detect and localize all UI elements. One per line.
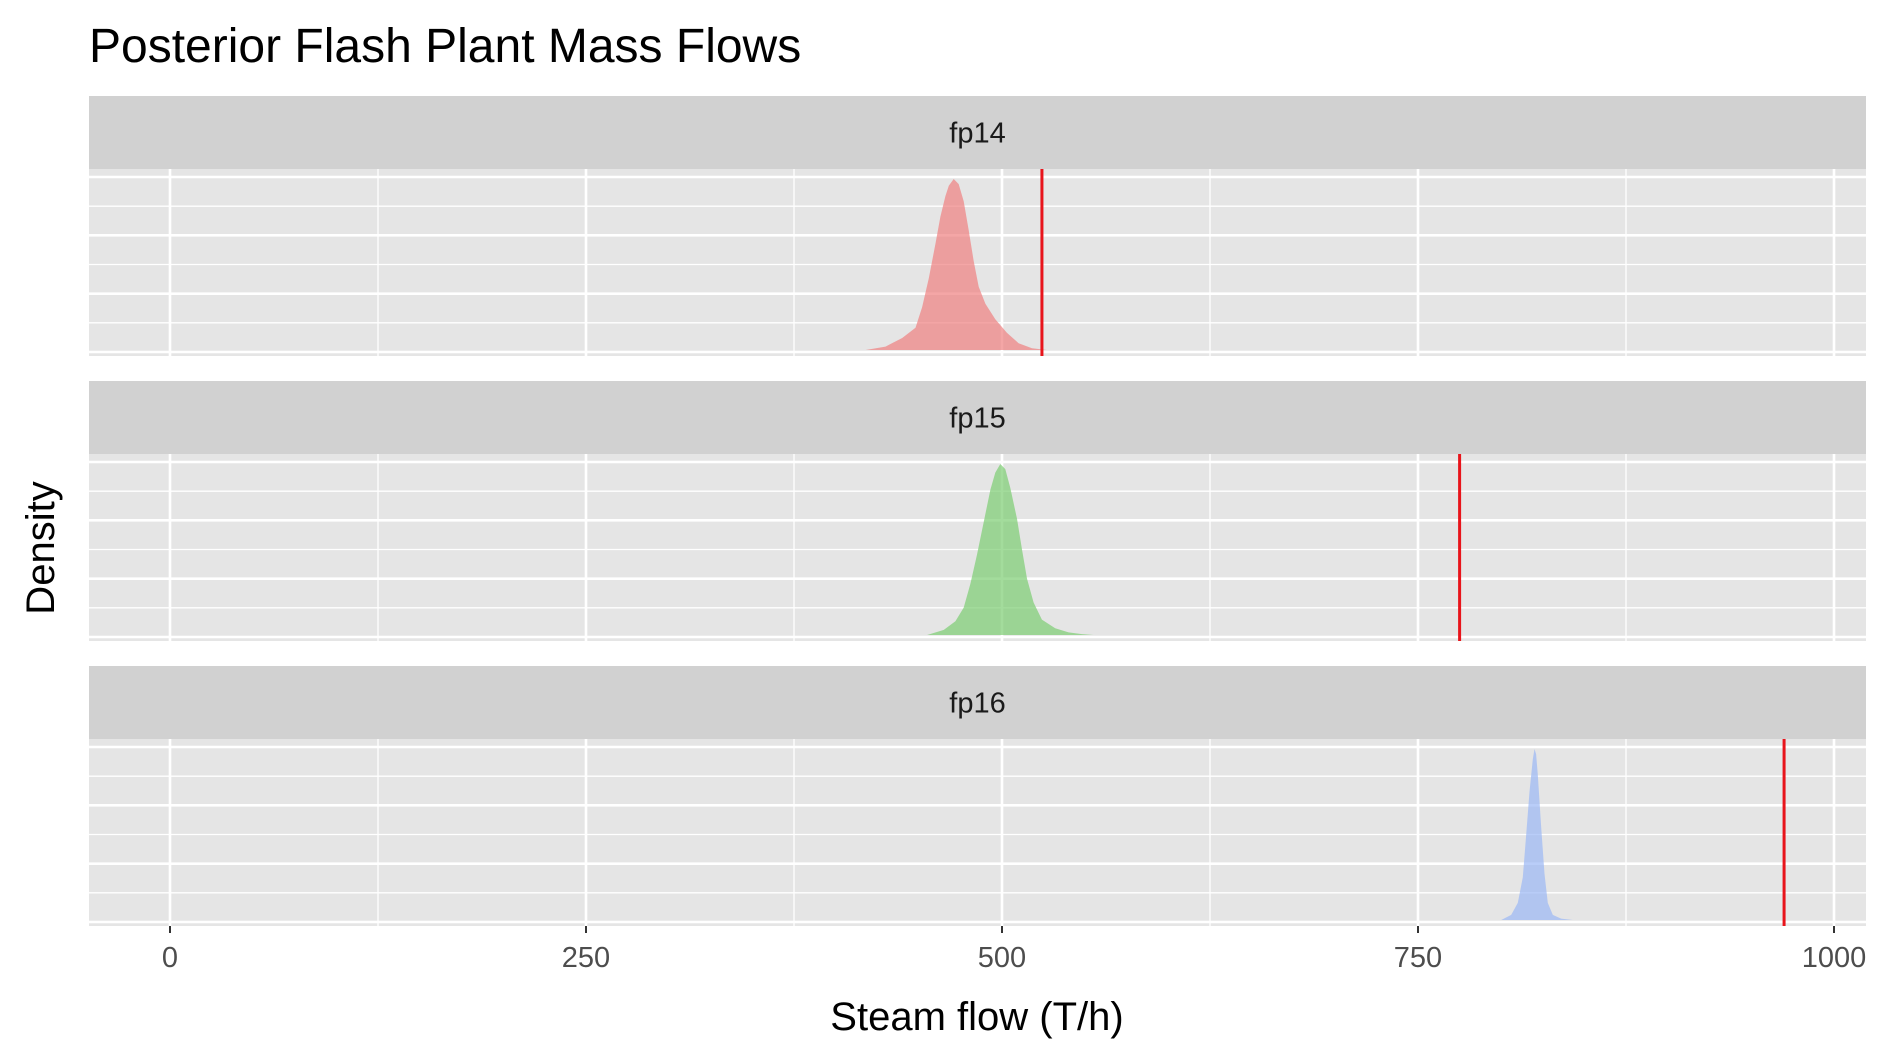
panels-group: fp14 fp15 fp16 <box>89 96 1866 926</box>
vertical-gridlines <box>168 739 1836 926</box>
facet-panel-fp16: fp16 <box>89 666 1866 926</box>
horizontal-gridlines <box>89 175 1866 354</box>
facet-panel-fp14: fp14 <box>89 96 1866 356</box>
x-tick-label: 250 <box>562 942 610 974</box>
y-axis-title: Density <box>19 481 63 614</box>
x-axis-title: Steam flow (T/h) <box>830 995 1123 1039</box>
x-tick-label: 750 <box>1394 942 1442 974</box>
x-tick-label: 1000 <box>1802 942 1867 974</box>
facet-strip-label: fp16 <box>949 688 1005 720</box>
density-area-fp16 <box>1501 749 1573 920</box>
facet-strip <box>89 666 1866 739</box>
density-area-fp14 <box>865 179 1047 350</box>
horizontal-gridlines <box>89 745 1866 924</box>
panel-background <box>89 739 1866 926</box>
x-tick-label: 500 <box>978 942 1026 974</box>
vertical-gridlines <box>168 169 1836 356</box>
facet-strip <box>89 96 1866 169</box>
facet-strip-label: fp14 <box>949 118 1005 150</box>
x-tick-label: 0 <box>162 942 178 974</box>
chart-title: Posterior Flash Plant Mass Flows <box>89 20 801 73</box>
density-area-fp15 <box>927 464 1094 635</box>
x-axis: 0 250 500 750 1000 <box>162 926 1866 974</box>
facet-panel-fp15: fp15 <box>89 381 1866 641</box>
facet-strip <box>89 381 1866 454</box>
facet-strip-label: fp15 <box>949 403 1005 435</box>
